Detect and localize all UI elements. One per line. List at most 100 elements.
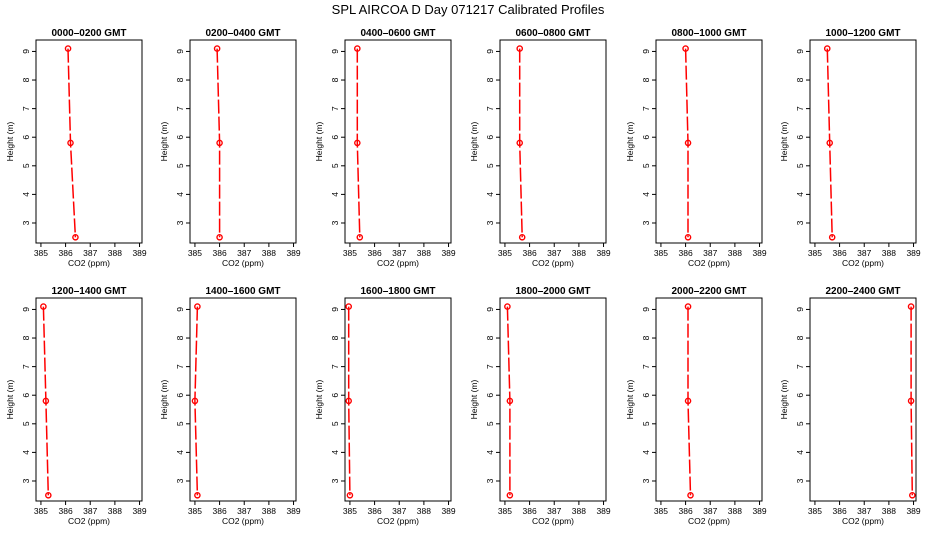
panel-title: 1800–2000 GMT [515, 286, 590, 297]
x-tick-label: 385 [808, 248, 822, 258]
y-tick-label: 4 [485, 450, 495, 455]
profile-point [684, 397, 692, 405]
profile-point [72, 233, 79, 241]
y-tick-label: 3 [21, 478, 31, 483]
x-axis-label: CO2 (ppm) [222, 258, 264, 268]
x-tick-label: 387 [237, 248, 251, 258]
panel-title: 2000–2200 GMT [671, 286, 746, 297]
profile-line [684, 48, 689, 238]
y-tick-label: 6 [21, 393, 31, 398]
y-tick-label: 8 [795, 77, 805, 82]
y-tick-label: 8 [641, 335, 651, 340]
y-tick-label: 7 [485, 106, 495, 111]
y-tick-label: 6 [641, 135, 651, 140]
profile-panel-11: 2000–2200 GMT 385 386 387 388 389 3 4 5 6 7 8 9 CO2 (… [625, 286, 767, 526]
x-tick-label: 385 [343, 248, 357, 258]
x-tick-label: 389 [286, 248, 300, 258]
profile-panel-12: 2200–2400 GMT 385 386 387 388 389 3 4 5 6 7 8 9 CO2 (… [779, 286, 921, 526]
x-tick-label: 385 [188, 506, 202, 516]
y-tick-label: 8 [175, 77, 185, 82]
x-tick-label: 385 [498, 248, 512, 258]
x-axis-label: CO2 (ppm) [842, 258, 884, 268]
y-tick-label: 4 [795, 450, 805, 455]
y-tick-label: 4 [175, 450, 185, 455]
x-tick-label: 385 [654, 248, 668, 258]
panel-title: 1400–1600 GMT [205, 286, 280, 297]
plot-frame [499, 39, 607, 244]
profile-line [687, 306, 692, 496]
y-tick-label: 3 [175, 220, 185, 225]
y-axis-label: Height (m) [469, 122, 479, 162]
panel-title: 2200–2400 GMT [825, 286, 900, 297]
x-tick-label: 388 [728, 248, 742, 258]
x-axis-label: CO2 (ppm) [532, 258, 574, 268]
panel-title: 0800–1000 GMT [671, 28, 746, 39]
profile-point [216, 139, 223, 147]
x-tick-label: 386 [367, 248, 381, 258]
profile-point [687, 491, 694, 499]
y-axis-label: Height (m) [469, 380, 479, 420]
y-tick-label: 5 [795, 163, 805, 168]
profile-point [828, 233, 836, 241]
panel-title: 1200–1400 GMT [51, 286, 126, 297]
x-tick-label: 385 [654, 506, 668, 516]
y-tick-label: 3 [330, 478, 340, 483]
x-tick-label: 387 [83, 506, 97, 516]
x-tick-label: 388 [882, 248, 896, 258]
x-tick-label: 385 [188, 248, 202, 258]
profile-point [518, 233, 526, 241]
profile-point [516, 139, 524, 147]
y-tick-label: 7 [330, 364, 340, 369]
x-axis-label: CO2 (ppm) [377, 258, 419, 268]
y-tick-label: 6 [795, 393, 805, 398]
y-axis-label: Height (m) [159, 122, 169, 162]
y-tick-label: 5 [641, 421, 651, 426]
y-tick-label: 3 [330, 220, 340, 225]
y-tick-label: 8 [485, 77, 495, 82]
plot-frame [809, 297, 917, 502]
y-tick-label: 9 [641, 307, 651, 312]
y-axis-label: Height (m) [314, 380, 324, 420]
profile-panel-10: 1800–2000 GMT 385 386 387 388 389 3 4 5 6 7 8 9 CO2 (… [469, 286, 611, 526]
profile-panel-4: 0600–0800 GMT 385 386 387 388 389 3 4 5 6 7 8 9 CO2 (… [469, 28, 611, 268]
y-tick-label: 8 [21, 77, 31, 82]
x-tick-label: 386 [832, 248, 846, 258]
x-tick-label: 388 [108, 248, 122, 258]
profile-point [191, 397, 199, 405]
x-tick-label: 389 [132, 506, 146, 516]
y-tick-label: 3 [641, 478, 651, 483]
x-tick-label: 385 [498, 506, 512, 516]
y-tick-label: 5 [485, 421, 495, 426]
x-tick-label: 389 [596, 248, 610, 258]
main-title: SPL AIRCOA D Day 071217 Calibrated Profi… [332, 2, 605, 17]
x-tick-label: 386 [367, 506, 381, 516]
plot-frame [35, 39, 143, 244]
x-tick-label: 387 [857, 248, 871, 258]
profile-point [907, 397, 915, 405]
profile-point [504, 303, 511, 310]
y-tick-label: 8 [330, 77, 340, 82]
x-tick-label: 388 [262, 248, 276, 258]
plot-frame [809, 39, 917, 244]
plot-frame [344, 39, 452, 244]
profile-panel-2: 0200–0400 GMT 385 386 387 388 389 3 4 5 6 7 8 9 CO2 (… [159, 28, 301, 268]
y-axis-label: Height (m) [779, 380, 789, 420]
y-tick-label: 3 [175, 478, 185, 483]
x-tick-label: 386 [522, 248, 536, 258]
x-tick-label: 387 [237, 506, 251, 516]
x-tick-label: 389 [752, 506, 766, 516]
y-tick-label: 9 [641, 49, 651, 54]
profile-point [213, 45, 221, 52]
y-tick-label: 5 [175, 421, 185, 426]
y-tick-label: 4 [485, 192, 495, 197]
y-tick-label: 6 [795, 135, 805, 140]
x-tick-label: 389 [286, 506, 300, 516]
y-tick-label: 8 [175, 335, 185, 340]
y-tick-label: 4 [641, 450, 651, 455]
y-tick-label: 4 [175, 192, 185, 197]
x-axis-label: CO2 (ppm) [377, 516, 419, 526]
profile-point [909, 491, 916, 499]
x-tick-label: 389 [596, 506, 610, 516]
